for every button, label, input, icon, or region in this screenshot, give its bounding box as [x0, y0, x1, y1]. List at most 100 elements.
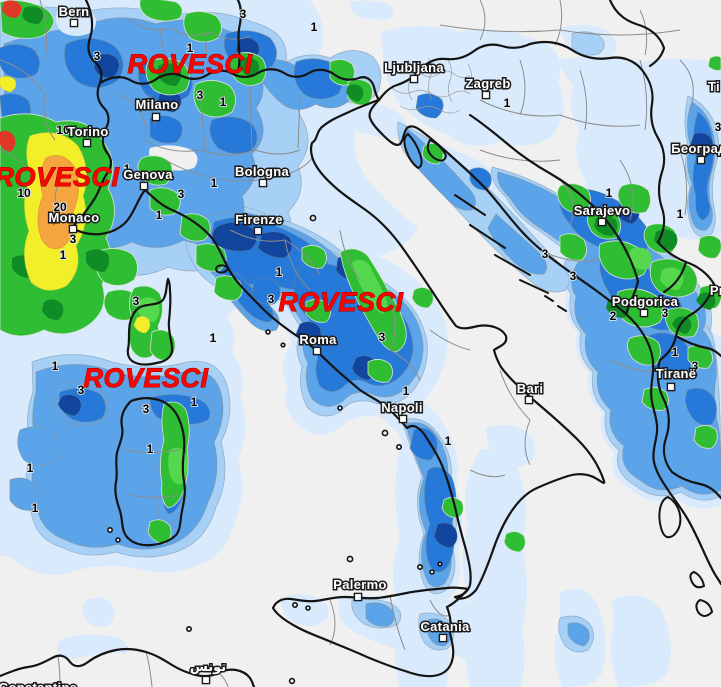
city-label: Bologna: [235, 164, 290, 179]
rovesci-annotation: ROVESCI: [83, 363, 208, 393]
contour-label: 1: [191, 395, 198, 409]
sicily-coastline: [271, 586, 470, 678]
aeolian-dot3: [437, 561, 443, 567]
contour-label: 3: [94, 49, 101, 63]
pantelleria-dot: [288, 677, 296, 685]
city-label: Zagreb: [465, 76, 510, 91]
contour-label: 1: [32, 501, 39, 515]
contour-label: 1: [504, 96, 511, 110]
precip-layer-extreme: [0, 0, 151, 334]
city-label: Torino: [67, 124, 108, 139]
sardinia-sw-dot2: [115, 537, 121, 543]
contour-label: 3: [178, 187, 185, 201]
rovesci-annotation: ROVESCI: [127, 49, 252, 79]
contour-label: 1: [445, 434, 452, 448]
capri-dot: [395, 443, 402, 450]
city-label: Genova: [123, 167, 173, 182]
city-marker: [258, 178, 268, 188]
contour-label: 1: [311, 20, 318, 34]
city-marker: [597, 217, 607, 227]
contour-label: 1: [210, 331, 217, 345]
contour-label: 1: [27, 461, 34, 475]
greek-islands: [658, 495, 714, 617]
contour-label: 10: [56, 123, 70, 137]
city-marker: [481, 90, 491, 100]
annotation-layer: ROVESCI ROVESCI ROVESCI ROVESCI: [0, 49, 403, 394]
tunisia-offshore-dot: [186, 625, 193, 632]
city-marker: [524, 395, 534, 405]
tuscan-island-dot: [265, 329, 271, 335]
contour-label: 1: [187, 41, 194, 55]
national-borders: [70, 0, 721, 500]
contour-label: 3: [570, 269, 577, 283]
contour-label: 1: [211, 176, 218, 190]
ischia-dot: [381, 429, 389, 437]
city-label: Palermo: [333, 577, 386, 592]
contour-label: 1: [220, 95, 227, 109]
city-marker: [201, 675, 211, 685]
tuscan-island-dot2: [280, 342, 286, 348]
city-label: Sarajevo: [574, 203, 631, 218]
contour-label: 1: [403, 384, 410, 398]
contour-label: 3: [133, 294, 140, 308]
contour-label: 1: [124, 162, 131, 176]
admin-borders: [0, 0, 694, 687]
kvarner-islands: [403, 132, 448, 170]
coastlines: [0, 98, 721, 687]
city-marker: [353, 592, 363, 602]
city-label: Napoli: [381, 400, 423, 415]
city-label: Београд: [671, 141, 721, 156]
italy-coastline: [70, 98, 606, 600]
contour-label: 10: [17, 186, 31, 200]
contour-label: 1: [672, 345, 679, 359]
elba-island: [215, 264, 230, 274]
egadi-dot2: [305, 605, 311, 611]
partial-city-label: Pr: [710, 283, 721, 298]
contour-label: 3: [240, 7, 247, 21]
contour-label: 20: [53, 200, 67, 214]
city-marker: [151, 112, 161, 122]
precip-layer-strong: [0, 30, 717, 573]
corsica-coastline: [126, 277, 174, 366]
contour-label: 3: [662, 306, 669, 320]
dalmatian-islands: [454, 194, 567, 312]
rovesci-annotation: ROVESCI: [278, 287, 403, 317]
city-marker: [666, 382, 676, 392]
contour-label: 3: [143, 402, 150, 416]
city-label: Monaco: [49, 210, 100, 225]
contour-label: 1: [276, 265, 283, 279]
ustica-dot: [346, 555, 354, 563]
contour-label: 3: [197, 88, 204, 102]
city-marker: [253, 226, 263, 236]
contour-label: 3: [692, 359, 699, 373]
rovesci-annotation: ROVESCI: [0, 162, 120, 192]
city-label: Roma: [299, 332, 337, 347]
city-label: Podgorica: [612, 294, 679, 309]
sardinia-sw-dot1: [107, 526, 114, 533]
city-marker: [639, 308, 649, 318]
city-marker: [696, 155, 706, 165]
city-label-layer: Bern Milano Torino Genova Monaco Bologna Firen…: [0, 3, 721, 687]
contour-label: 1: [606, 186, 613, 200]
istria-balkan-coastline: [368, 98, 721, 586]
city-label: Bari: [517, 381, 544, 396]
sardinia-coastline: [114, 397, 186, 547]
africa-coastline: [0, 647, 256, 687]
aeolian-dot2: [429, 569, 435, 575]
city-marker: [68, 224, 78, 234]
city-marker: [69, 18, 79, 28]
city-marker: [438, 633, 448, 643]
city-marker: [312, 346, 322, 356]
city-label: Firenze: [235, 212, 283, 227]
partial-city-label: Constantine: [0, 680, 77, 687]
city-marker: [82, 138, 92, 148]
contour-label: 1: [52, 359, 59, 373]
city-label: Ljubljana: [384, 60, 444, 75]
city-label: Milano: [136, 97, 179, 112]
city-label: Catania: [420, 619, 470, 634]
city-label: Tiranë: [656, 366, 697, 381]
city-marker: [409, 74, 419, 84]
contour-label: 3: [70, 232, 77, 246]
